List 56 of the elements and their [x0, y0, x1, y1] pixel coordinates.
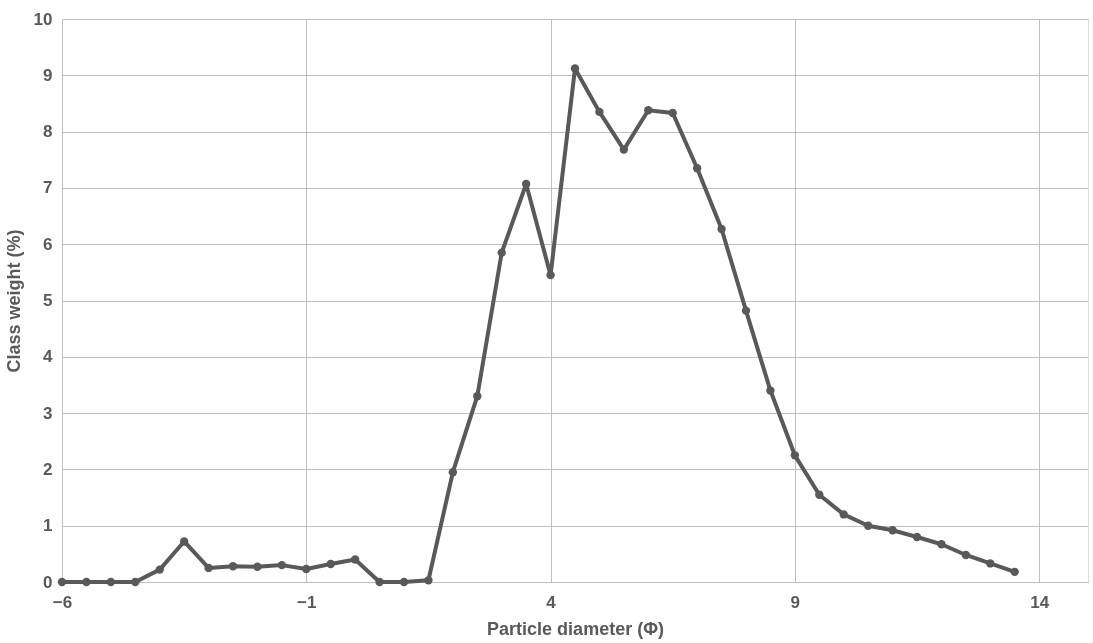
point — [375, 577, 384, 587]
y-tick-label: 0 — [43, 572, 53, 592]
point — [473, 392, 482, 401]
point — [497, 248, 506, 257]
point — [302, 564, 311, 574]
y-tick-label: 5 — [43, 291, 53, 310]
point — [570, 64, 580, 73]
point — [350, 555, 360, 564]
point — [399, 577, 409, 587]
y-tick-label: 1 — [43, 516, 53, 536]
point — [741, 306, 751, 315]
y-tick-label: 10 — [33, 9, 53, 29]
point — [863, 521, 873, 530]
point — [986, 559, 995, 568]
point — [717, 224, 726, 234]
y-tick-label: 9 — [43, 65, 53, 85]
point — [424, 576, 433, 585]
point — [961, 550, 971, 560]
point — [155, 565, 164, 574]
point — [57, 577, 67, 587]
point — [131, 577, 140, 587]
y-tick-label: 7 — [43, 178, 53, 198]
y-tick-label: 3 — [43, 403, 53, 423]
point — [204, 563, 213, 573]
x-axis-title: Particle diameter (Φ) — [487, 618, 664, 639]
y-axis-title: Class weight (%) — [3, 229, 24, 373]
y-tick-label: 6 — [43, 234, 53, 254]
y-tick-label: 4 — [43, 347, 54, 367]
point — [912, 532, 922, 542]
point — [1010, 567, 1019, 577]
point — [937, 540, 946, 549]
point — [277, 560, 287, 570]
x-tick-label: 14 — [1030, 592, 1050, 612]
x-tick-label: 9 — [790, 592, 801, 612]
y-tick-label: 8 — [43, 122, 53, 142]
point — [839, 510, 848, 519]
point — [668, 108, 677, 118]
point — [644, 106, 653, 115]
point — [888, 526, 897, 535]
x-tick-label: −1 — [297, 592, 317, 612]
y-tick-label: 2 — [43, 459, 53, 479]
point — [82, 577, 91, 587]
point — [228, 562, 238, 571]
point — [179, 537, 189, 546]
point — [790, 451, 800, 460]
point — [619, 145, 629, 154]
point — [595, 107, 604, 117]
point — [253, 562, 262, 571]
point — [326, 559, 335, 569]
point — [106, 577, 116, 587]
point — [815, 490, 824, 499]
x-tick-label: −6 — [52, 592, 73, 612]
x-tick-label: 4 — [546, 592, 557, 612]
point — [766, 386, 775, 395]
point — [448, 468, 458, 477]
point — [692, 164, 702, 173]
